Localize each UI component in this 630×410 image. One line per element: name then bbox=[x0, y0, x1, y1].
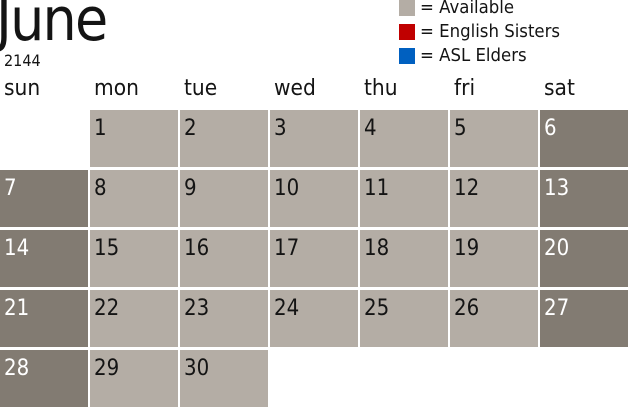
day-cell[interactable]: 18 bbox=[360, 230, 448, 287]
day-number: 13 bbox=[544, 176, 570, 201]
legend-swatch bbox=[399, 48, 415, 64]
day-cell[interactable]: 12 bbox=[450, 170, 538, 227]
day-number: 25 bbox=[364, 296, 390, 321]
legend-swatch bbox=[399, 0, 415, 16]
weekday-header-sun: sun bbox=[4, 76, 41, 101]
day-number: 17 bbox=[274, 236, 300, 261]
day-cell[interactable]: 13 bbox=[540, 170, 628, 227]
day-cell[interactable]: 30 bbox=[180, 350, 268, 407]
weekday-header-mon: mon bbox=[94, 76, 139, 101]
day-number: 16 bbox=[184, 236, 210, 261]
day-number: 22 bbox=[94, 296, 120, 321]
day-cell[interactable]: 14 bbox=[0, 230, 88, 287]
day-cell[interactable]: 25 bbox=[360, 290, 448, 347]
day-cell[interactable]: 26 bbox=[450, 290, 538, 347]
day-cell[interactable]: 15 bbox=[90, 230, 178, 287]
day-cell[interactable]: 7 bbox=[0, 170, 88, 227]
legend-label: = English Sisters bbox=[420, 21, 561, 42]
day-number: 2 bbox=[184, 116, 197, 141]
day-number: 14 bbox=[4, 236, 30, 261]
day-number: 7 bbox=[4, 176, 17, 201]
day-cell[interactable]: 9 bbox=[180, 170, 268, 227]
day-cell[interactable]: 20 bbox=[540, 230, 628, 287]
day-cell[interactable]: 4 bbox=[360, 110, 448, 167]
day-cell[interactable]: 29 bbox=[90, 350, 178, 407]
weekday-header-fri: fri bbox=[454, 76, 476, 101]
day-number: 11 bbox=[364, 176, 390, 201]
weekday-header-wed: wed bbox=[274, 76, 316, 101]
day-cell[interactable]: 17 bbox=[270, 230, 358, 287]
day-number: 5 bbox=[454, 116, 467, 141]
day-cell[interactable]: 24 bbox=[270, 290, 358, 347]
weekday-header-tue: tue bbox=[184, 76, 218, 101]
day-cell[interactable]: 16 bbox=[180, 230, 268, 287]
weekday-header-thu: thu bbox=[364, 76, 398, 101]
legend-label: = Available bbox=[420, 0, 515, 18]
day-cell[interactable]: 6 bbox=[540, 110, 628, 167]
weekday-header-sat: sat bbox=[544, 76, 575, 101]
day-cell[interactable]: 27 bbox=[540, 290, 628, 347]
day-number: 28 bbox=[4, 356, 30, 381]
day-number: 24 bbox=[274, 296, 300, 321]
day-number: 27 bbox=[544, 296, 570, 321]
day-number: 12 bbox=[454, 176, 480, 201]
day-cell[interactable]: 1 bbox=[90, 110, 178, 167]
legend-swatch bbox=[399, 24, 415, 40]
year-label: 2144 bbox=[4, 51, 41, 70]
day-number: 6 bbox=[544, 116, 557, 141]
day-number: 29 bbox=[94, 356, 120, 381]
day-number: 3 bbox=[274, 116, 287, 141]
legend-label: = ASL Elders bbox=[420, 45, 527, 66]
day-number: 23 bbox=[184, 296, 210, 321]
day-number: 15 bbox=[94, 236, 120, 261]
day-cell[interactable]: 8 bbox=[90, 170, 178, 227]
day-number: 19 bbox=[454, 236, 480, 261]
day-cell[interactable]: 2 bbox=[180, 110, 268, 167]
day-number: 30 bbox=[184, 356, 210, 381]
day-cell[interactable]: 10 bbox=[270, 170, 358, 227]
day-cell[interactable]: 21 bbox=[0, 290, 88, 347]
day-cell[interactable]: 3 bbox=[270, 110, 358, 167]
day-number: 21 bbox=[4, 296, 30, 321]
day-cell[interactable]: 5 bbox=[450, 110, 538, 167]
day-number: 26 bbox=[454, 296, 480, 321]
day-number: 4 bbox=[364, 116, 377, 141]
day-cell[interactable]: 19 bbox=[450, 230, 538, 287]
day-number: 20 bbox=[544, 236, 570, 261]
day-cell[interactable]: 23 bbox=[180, 290, 268, 347]
day-number: 8 bbox=[94, 176, 107, 201]
month-title: June bbox=[0, 0, 108, 55]
day-number: 10 bbox=[274, 176, 300, 201]
day-number: 1 bbox=[94, 116, 107, 141]
day-number: 18 bbox=[364, 236, 390, 261]
day-cell[interactable]: 28 bbox=[0, 350, 88, 407]
day-number: 9 bbox=[184, 176, 197, 201]
day-cell[interactable]: 11 bbox=[360, 170, 448, 227]
day-cell[interactable]: 22 bbox=[90, 290, 178, 347]
